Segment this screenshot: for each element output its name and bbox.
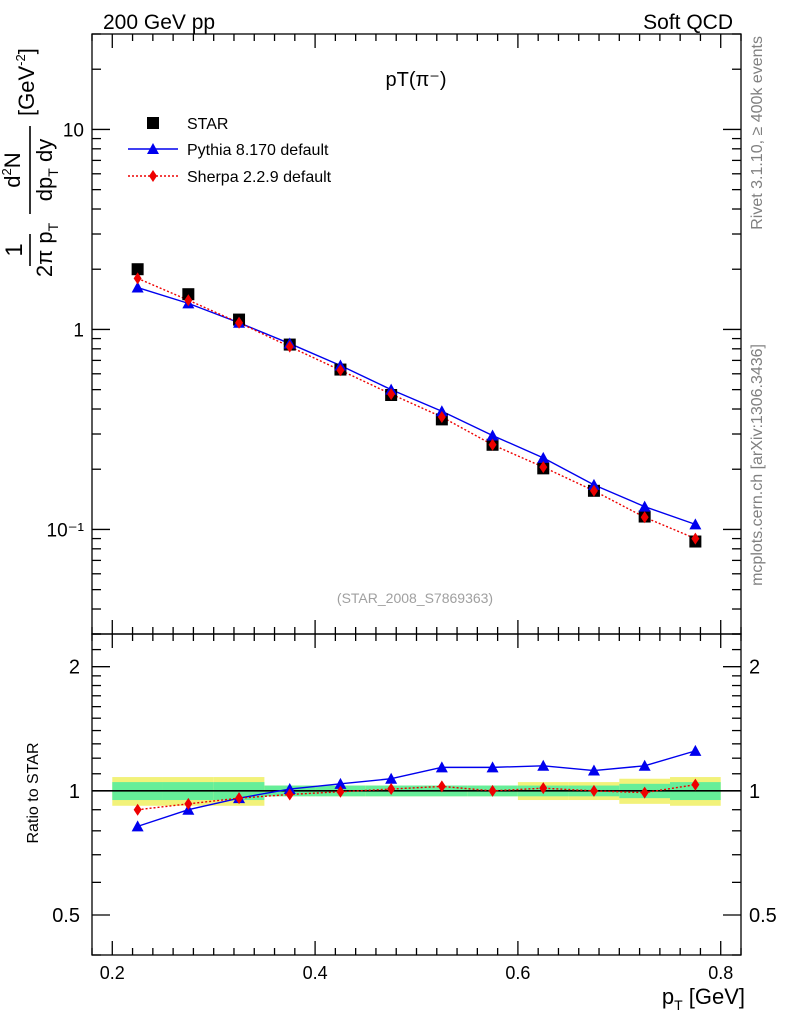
ratio-sherpa-point — [184, 797, 193, 810]
analysis-watermark: (STAR_2008_S7869363) — [337, 590, 493, 606]
header-left: 200 GeV pp — [103, 11, 215, 34]
main-y-tick-label: 10⁻¹ — [47, 520, 85, 541]
x-tick-label: 0.6 — [505, 963, 530, 983]
sherpa-point — [589, 484, 598, 497]
legend-pythia-label: Pythia 8.170 default — [187, 142, 329, 159]
ratio-y-tick-label: 0.5 — [52, 905, 80, 927]
legend-pythia-marker — [147, 143, 159, 154]
ratio-y-tick-label: 1 — [69, 781, 80, 803]
pythia-point — [638, 500, 651, 512]
ratio-pythia-point — [131, 820, 144, 832]
sherpa-line — [137, 277, 696, 540]
ratio-pythia-line — [137, 750, 696, 828]
ratio-frame — [91, 633, 742, 956]
svg-text:dpT dy: dpT dy — [32, 139, 61, 201]
legend-star-label: STAR — [187, 116, 228, 133]
pythia-point — [537, 451, 550, 463]
x-tick-label: 0.2 — [100, 963, 125, 983]
main-title: pT(π⁻) — [385, 69, 446, 91]
pythia-point — [587, 478, 600, 490]
svg-text:[GeV-2]: [GeV-2] — [13, 48, 39, 116]
ratio-pythia-point — [486, 761, 499, 773]
ratio-y-tick-label-right: 1 — [749, 781, 760, 803]
ratio-y-tick-label-right: 0.5 — [749, 905, 777, 927]
sherpa-point — [387, 388, 396, 401]
ratio-sherpa-point — [235, 792, 244, 805]
main-ylabel: 1 2π pT d2N dpT dy [GeV-2] — [0, 48, 61, 277]
legend: STAR Pythia 8.170 default Sherpa 2.2.9 d… — [128, 116, 332, 186]
pythia-line — [137, 286, 696, 526]
ratio-sherpa-point — [640, 786, 649, 799]
ratio-sherpa-point — [437, 780, 446, 793]
main-y-tick-label: 10 — [63, 120, 84, 141]
ratio-sherpa-point — [488, 784, 497, 797]
ratio-pythia-point — [385, 772, 398, 784]
svg-text:2π pT: 2π pT — [32, 222, 61, 277]
ratio-pythia-point — [587, 764, 600, 776]
pythia-point — [486, 429, 499, 441]
legend-star-marker — [147, 117, 159, 129]
ratio-sherpa-point — [691, 778, 700, 791]
pythia-point — [435, 405, 448, 417]
sherpa-point — [184, 294, 193, 307]
ratio-sherpa-point — [589, 784, 598, 797]
main-panel: 10 1 10⁻¹ — [47, 33, 742, 955]
sherpa-point — [133, 272, 142, 285]
ratio-sherpa-point — [387, 783, 396, 796]
legend-sherpa-label: Sherpa 2.2.9 default — [187, 169, 332, 186]
ratio-y-tick-label: 2 — [69, 657, 80, 679]
header-right: Soft QCD — [643, 11, 733, 34]
x-tick-label: 0.8 — [708, 963, 733, 983]
ratio-sherpa-line — [137, 783, 696, 811]
sherpa-point — [285, 340, 294, 353]
x-tick-label: 0.4 — [303, 963, 328, 983]
ratio-pythia-point — [334, 777, 347, 789]
rivet-label: Rivet 3.1.10, ≥ 400k events — [749, 36, 766, 230]
mcplots-label: mcplots.cern.ch [arXiv:1306.3436] — [749, 344, 766, 586]
main-y-tick-label: 1 — [73, 320, 84, 341]
ratio-sherpa-point — [133, 803, 142, 816]
x-axis-label: pT [GeV] — [662, 984, 745, 1013]
pythia-point — [131, 281, 144, 293]
ratio-panel: 0.2 0.4 0.6 0.8 2 2 1 1 0.5 0.5 — [52, 633, 777, 983]
ratio-sherpa-point — [285, 788, 294, 801]
legend-sherpa-marker — [149, 170, 157, 182]
sherpa-point — [539, 461, 548, 474]
ratio-y-tick-label-right: 2 — [749, 657, 760, 679]
sherpa-point — [437, 410, 446, 423]
ratio-ylabel: Ratio to STAR — [25, 742, 42, 843]
ratio-sherpa-point — [539, 782, 548, 795]
pythia-point — [689, 518, 702, 530]
sherpa-point — [235, 316, 244, 329]
star-point — [131, 263, 144, 276]
svg-text:1: 1 — [1, 243, 28, 256]
ratio-pythia-point — [435, 761, 448, 773]
sherpa-point — [640, 511, 649, 524]
ratio-pythia-point — [638, 759, 651, 771]
ratio-sherpa-point — [336, 785, 345, 798]
sherpa-point — [336, 364, 345, 377]
svg-text:d2N: d2N — [0, 152, 25, 187]
sherpa-point — [488, 438, 497, 451]
ratio-pythia-point — [537, 759, 550, 771]
ratio-pythia-point — [689, 744, 702, 756]
sherpa-point — [691, 532, 700, 545]
